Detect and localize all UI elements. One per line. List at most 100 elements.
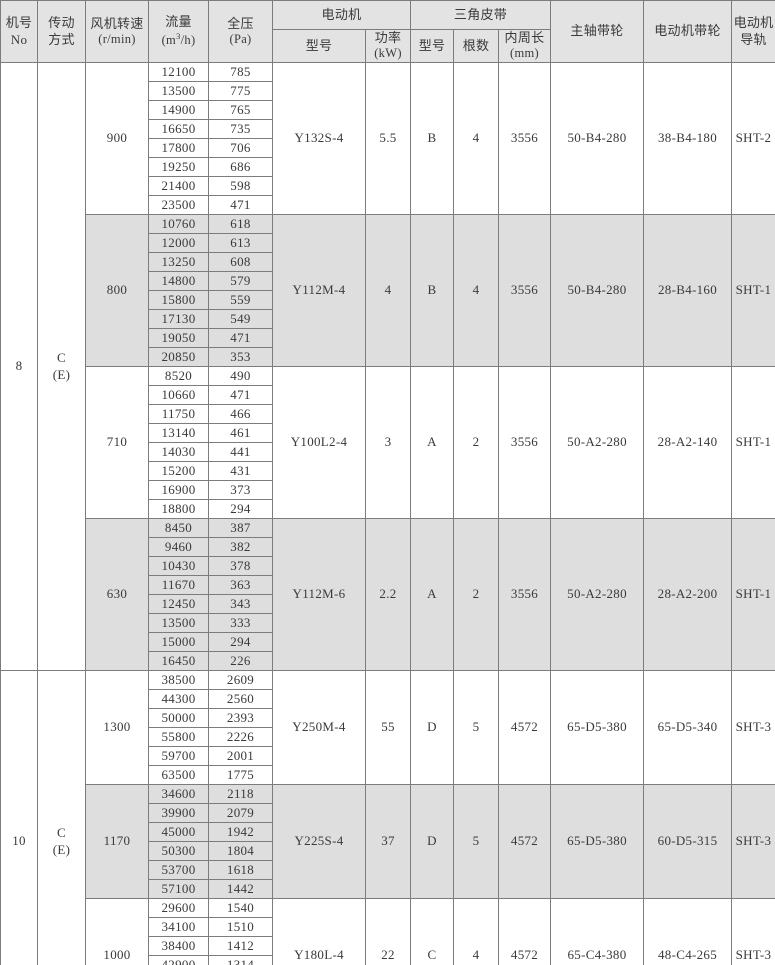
header-motor-power-line1: 功率 bbox=[374, 30, 402, 46]
pressure-cell: 735 bbox=[208, 119, 273, 139]
motor-pulley-cell: 28-B4-160 bbox=[643, 214, 733, 367]
drive-type-line1: C bbox=[57, 350, 66, 366]
flow-cell: 13250 bbox=[148, 252, 209, 272]
pressure-cell: 490 bbox=[208, 366, 273, 386]
pressure-cell: 471 bbox=[208, 385, 273, 405]
header-motor-power: 功率 (kW) bbox=[365, 29, 411, 63]
flow-cell: 13140 bbox=[148, 423, 209, 443]
table-row: 9460 382 bbox=[1, 537, 775, 557]
header-motor-pulley: 电动机带轮 bbox=[643, 0, 733, 63]
table-row: 1000 29600 1540 Y180L-4 22 C 4 4572 65-C4-380 48-… bbox=[1, 898, 775, 965]
drive-type-cell: C (E) bbox=[37, 62, 86, 671]
flow-cell: 45000 bbox=[148, 822, 209, 842]
table-row: 12450 343 bbox=[1, 594, 775, 614]
belt-type-cell: B bbox=[410, 62, 454, 215]
header-flow-line1: 流量 bbox=[165, 14, 192, 30]
header-fan-speed-line2: (r/min) bbox=[98, 31, 136, 46]
header-belt-length-line1: 内周长 bbox=[504, 30, 545, 46]
table-row: 17130 549 bbox=[1, 309, 775, 329]
flow-cell: 17800 bbox=[148, 138, 209, 158]
belt-type-cell: A bbox=[410, 366, 454, 519]
header-row-1: 机号 No 传动 方式 风机转速 (r/min) 流量 (m3/h) 全压 bbox=[0, 0, 775, 63]
pressure-cell: 765 bbox=[208, 100, 273, 120]
pressure-cell: 294 bbox=[208, 632, 273, 652]
table-row: 8 C (E) 900 12100 785 Y132S-4 5.5 B 4 3556 50-B4-28… bbox=[0, 62, 775, 671]
drive-type-line2: (E) bbox=[52, 841, 71, 857]
table-row: 59700 2001 bbox=[1, 746, 775, 766]
table-row: 23500 471 bbox=[1, 195, 775, 215]
flow-cell: 16650 bbox=[148, 119, 209, 139]
main-pulley-cell: 50-A2-280 bbox=[550, 366, 645, 519]
motor-model-cell: Y132S-4 bbox=[272, 62, 366, 215]
flow-cell: 20850 bbox=[148, 347, 209, 367]
header-machine-no-line2: No bbox=[10, 31, 28, 47]
header-motor-rail: 电动机 导轨 bbox=[731, 0, 775, 63]
header-flow-line2: (m3/h) bbox=[149, 31, 208, 49]
belt-type-cell: B bbox=[410, 214, 454, 367]
table-row: 11750 466 bbox=[1, 404, 775, 424]
flow-cell: 55800 bbox=[148, 727, 209, 747]
pressure-cell: 431 bbox=[208, 461, 273, 481]
pressure-cell: 2079 bbox=[208, 803, 273, 823]
table-row: 630 8450 387 Y112M-6 2.2 A 2 3556 50-A2-280 28-A2… bbox=[1, 518, 775, 671]
pressure-cell: 1942 bbox=[208, 822, 273, 842]
flow-cell: 34100 bbox=[148, 917, 209, 937]
pressure-cell: 373 bbox=[208, 480, 273, 500]
main-pulley-cell: 65-C4-380 bbox=[550, 898, 645, 965]
flow-cell: 39900 bbox=[148, 803, 209, 823]
pressure-cell: 559 bbox=[208, 290, 273, 310]
table-header: 机号 No 传动 方式 风机转速 (r/min) 流量 (m3/h) 全压 bbox=[0, 0, 775, 63]
header-fan-speed-line1: 风机转速 bbox=[90, 15, 144, 31]
motor-power-cell: 3 bbox=[365, 366, 411, 519]
motor-power-cell: 5.5 bbox=[365, 62, 411, 215]
pressure-cell: 613 bbox=[208, 233, 273, 253]
pressure-cell: 333 bbox=[208, 613, 273, 633]
header-motor-rail-line2: 导轨 bbox=[740, 31, 767, 47]
pressure-cell: 1314 bbox=[208, 955, 273, 965]
belt-count-cell: 5 bbox=[453, 784, 499, 899]
table-row: 16900 373 bbox=[1, 480, 775, 500]
flow-cell: 14030 bbox=[148, 442, 209, 462]
belt-type-cell: A bbox=[410, 518, 454, 671]
motor-rail-cell: SHT-1 bbox=[731, 214, 775, 367]
header-belt-length: 内周长 (mm) bbox=[497, 29, 552, 63]
pressure-cell: 598 bbox=[208, 176, 273, 196]
pressure-cell: 441 bbox=[208, 442, 273, 462]
header-flow: 流量 (m3/h) bbox=[148, 0, 209, 63]
header-fan-speed: 风机转速 (r/min) bbox=[85, 0, 149, 63]
main-pulley-cell: 65-D5-380 bbox=[550, 670, 645, 785]
belt-length-cell: 4572 bbox=[497, 784, 552, 899]
pressure-cell: 2226 bbox=[208, 727, 273, 747]
pressure-cell: 382 bbox=[208, 537, 273, 557]
pressure-cell: 2609 bbox=[208, 670, 273, 690]
belt-count-cell: 4 bbox=[453, 898, 499, 965]
header-machine-no: 机号 No bbox=[0, 0, 38, 63]
flow-cell: 19250 bbox=[148, 157, 209, 177]
fan-speed-cell: 800 bbox=[85, 214, 149, 367]
flow-cell: 13500 bbox=[148, 81, 209, 101]
motor-power-cell: 22 bbox=[365, 898, 411, 965]
motor-rail-cell: SHT-3 bbox=[731, 670, 775, 785]
motor-model-cell: Y100L2-4 bbox=[272, 366, 366, 519]
belt-length-cell: 3556 bbox=[497, 366, 552, 519]
table-row: 19250 686 bbox=[1, 157, 775, 177]
pressure-cell: 471 bbox=[208, 195, 273, 215]
belt-length-cell: 3556 bbox=[497, 214, 552, 367]
header-belt-count: 根数 bbox=[453, 29, 499, 63]
flow-cell: 50000 bbox=[148, 708, 209, 728]
pressure-cell: 1412 bbox=[208, 936, 273, 956]
pressure-cell: 471 bbox=[208, 328, 273, 348]
flow-cell: 57100 bbox=[148, 879, 209, 899]
belt-count-cell: 4 bbox=[453, 214, 499, 367]
flow-cell: 9460 bbox=[148, 537, 209, 557]
flow-cell: 10660 bbox=[148, 385, 209, 405]
fan-speed-cell: 630 bbox=[85, 518, 149, 671]
motor-rail-cell: SHT-2 bbox=[731, 62, 775, 215]
table-row: 45000 1942 bbox=[1, 822, 775, 842]
main-pulley-cell: 50-A2-280 bbox=[550, 518, 645, 671]
machine-no-cell: 8 bbox=[0, 62, 38, 671]
pressure-cell: 618 bbox=[208, 214, 273, 234]
motor-pulley-cell: 38-B4-180 bbox=[643, 62, 733, 215]
table-row: 1170 34600 2118 Y225S-4 37 D 5 4572 65-D5-380 60-… bbox=[1, 784, 775, 899]
table-row: 34100 1510 bbox=[1, 917, 775, 937]
